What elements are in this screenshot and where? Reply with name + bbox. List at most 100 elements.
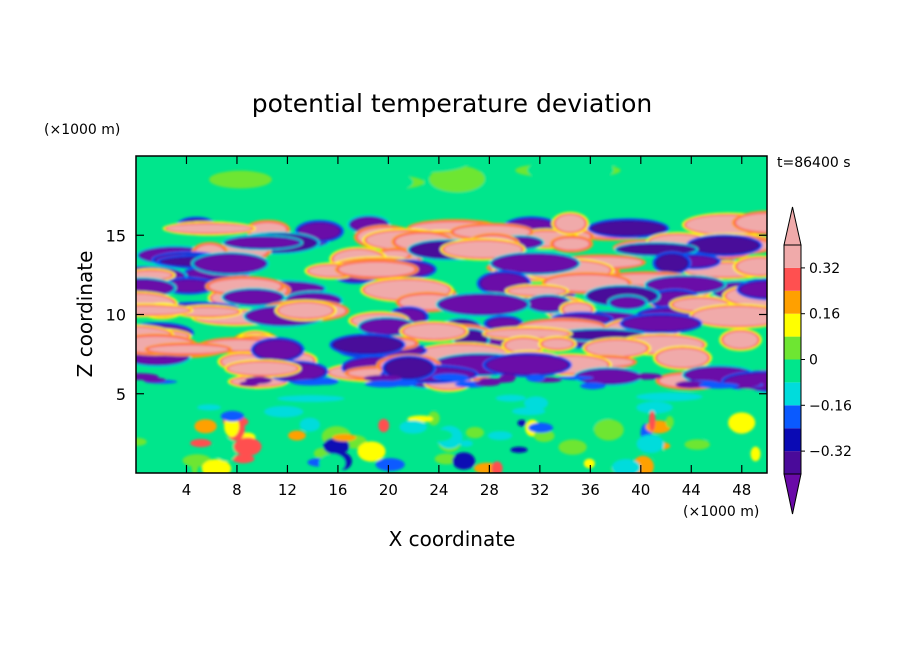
heatmap-cell xyxy=(299,417,320,432)
heatmap-cell xyxy=(495,394,526,402)
heatmap-cell xyxy=(741,391,767,406)
heatmap-cell xyxy=(508,286,565,296)
heatmap-cell xyxy=(693,156,743,174)
colorbar-tick-label: 0.32 xyxy=(809,261,840,277)
heatmap-cell xyxy=(375,458,405,472)
heatmap-cell xyxy=(583,458,595,469)
heatmap-cell xyxy=(728,412,756,434)
y-tick-label: 15 xyxy=(106,226,126,245)
heatmap-cell xyxy=(432,373,467,381)
colorbar-tick-label: −0.16 xyxy=(809,398,852,414)
y-axis-label: Z coordinate xyxy=(73,251,97,378)
x-tick-label: 24 xyxy=(429,481,448,499)
heatmap-cell xyxy=(453,225,531,239)
heatmap-cell xyxy=(209,170,272,189)
x-tick-label: 40 xyxy=(631,481,650,499)
heatmap-cell xyxy=(434,453,458,465)
heatmap-cell xyxy=(197,404,221,411)
heatmap-cell xyxy=(136,156,168,167)
heatmap-cell xyxy=(618,244,695,255)
x-tick-label: 44 xyxy=(682,481,701,499)
heatmap-cell xyxy=(165,280,212,292)
heatmap-cell xyxy=(323,437,350,455)
heatmap-cell xyxy=(254,340,301,360)
heatmap-cell xyxy=(214,437,238,462)
heatmap-cell xyxy=(491,461,503,473)
x-axis-ticks: 4 8 12 16 20 24 28 32 36 40 44 48 xyxy=(182,156,751,499)
heatmap-cell xyxy=(558,439,587,455)
x-axis-unit: (×1000 m) xyxy=(683,504,759,520)
heatmap-cell xyxy=(319,453,346,473)
colorbar-swatch xyxy=(784,267,801,291)
heatmap-cell xyxy=(301,166,391,183)
heatmap-cell xyxy=(385,358,432,379)
heatmap-cell xyxy=(737,258,767,275)
heatmap-cell xyxy=(332,433,357,442)
heatmap-cell xyxy=(190,438,212,448)
heatmap-cell xyxy=(429,165,485,193)
heatmap-cell xyxy=(675,380,706,389)
heatmap-cell xyxy=(357,441,386,462)
colorbar-swatch xyxy=(784,382,801,406)
heatmap-cell xyxy=(136,306,190,315)
heatmap-cell xyxy=(577,369,640,384)
heatmap-cell xyxy=(555,214,586,232)
heatmap-cell xyxy=(276,395,345,403)
heatmap-cell xyxy=(636,434,665,453)
colorbar-extend-min xyxy=(783,473,802,515)
heatmap-cell xyxy=(693,306,767,326)
heatmap-cell xyxy=(220,410,245,422)
heatmap-cell xyxy=(439,294,527,314)
colorbar-swatch xyxy=(784,336,801,360)
heatmap-cell xyxy=(533,429,555,443)
heatmap-cell xyxy=(226,237,299,248)
heatmap-cell xyxy=(399,420,427,434)
heatmap-cell xyxy=(629,373,663,380)
heatmap-cell xyxy=(338,262,415,277)
heatmap-cell xyxy=(580,382,606,390)
heatmap-cell xyxy=(702,419,712,441)
heatmap-cell xyxy=(566,394,589,407)
heatmap-cell xyxy=(558,375,594,380)
heatmap-cell xyxy=(528,422,554,433)
heatmap-cell xyxy=(486,355,569,375)
y-tick-label: 5 xyxy=(116,385,126,404)
heatmap-cell xyxy=(648,410,656,432)
heatmap-cell xyxy=(526,374,545,382)
time-label: t=86400 s xyxy=(777,155,851,171)
heatmap-cell xyxy=(288,430,306,441)
heatmap-cell xyxy=(333,336,402,354)
heatmap-cell xyxy=(225,290,282,304)
heatmap-cell xyxy=(166,224,252,233)
x-tick-label: 36 xyxy=(581,481,600,499)
colorbar-swatch xyxy=(784,290,801,314)
heatmap-cell xyxy=(233,437,262,456)
heatmap-cell xyxy=(425,429,453,442)
x-tick-label: 20 xyxy=(379,481,398,499)
heatmap-cell xyxy=(361,319,413,335)
heatmap-cell xyxy=(648,277,723,293)
heatmap-cell xyxy=(593,419,624,441)
heatmap-cell xyxy=(339,404,368,412)
heatmap-cell xyxy=(136,437,147,446)
heatmap-cell xyxy=(314,377,339,385)
heatmap-cell xyxy=(665,415,674,428)
colorbar-extend-max xyxy=(783,206,802,246)
heatmap-cell xyxy=(444,241,522,258)
x-tick-label: 48 xyxy=(732,481,751,499)
heatmap-cell xyxy=(611,458,641,473)
y-axis-unit: (×1000 m) xyxy=(44,122,120,138)
heatmap-cell xyxy=(558,330,642,340)
heatmap-cell xyxy=(499,373,517,381)
heatmap-cell xyxy=(487,431,513,441)
heatmap-cell xyxy=(611,297,644,308)
x-tick-label: 28 xyxy=(480,481,499,499)
heatmap-cell xyxy=(378,418,390,433)
x-tick-label: 4 xyxy=(182,481,192,499)
heatmap-cells xyxy=(136,156,767,473)
x-axis-label: X coordinate xyxy=(389,527,516,551)
heatmap-cell xyxy=(363,374,402,382)
heatmap-cell xyxy=(143,377,166,383)
heatmap-cell xyxy=(756,373,767,380)
